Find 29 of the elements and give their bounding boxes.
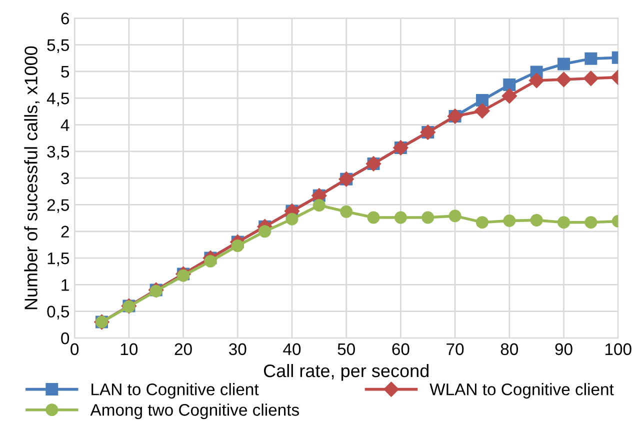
x-tick-label: 30 xyxy=(229,343,246,356)
x-axis-title: Call rate, per second xyxy=(264,364,428,381)
x-tick-label: 80 xyxy=(500,343,518,356)
y-axis-title: Number of sucessful calls, x1000 xyxy=(24,46,40,310)
y-tick-label: 4,5 xyxy=(46,92,70,106)
x-tick-label: 20 xyxy=(174,343,192,356)
x-tick-label: 70 xyxy=(446,343,464,356)
x-tick-label: 60 xyxy=(392,343,410,356)
legend-label: Among two Cognitive clients xyxy=(90,404,299,420)
y-tick-label: 3 xyxy=(61,172,69,184)
x-tick-label: 10 xyxy=(120,343,138,356)
y-tick-label: 5,5 xyxy=(47,39,70,53)
legend-label: LAN to Cognitive client xyxy=(92,383,259,399)
y-tick-label: 2,5 xyxy=(47,199,70,213)
x-tick-label: 90 xyxy=(555,343,572,356)
y-tick-label: 2 xyxy=(61,226,69,238)
y-tick-label: 3,5 xyxy=(47,146,70,160)
y-tick-label: 0,5 xyxy=(47,306,70,320)
y-tick-label: 6 xyxy=(61,12,69,24)
y-tick-label: 1 xyxy=(62,279,69,291)
y-tick-label: 5 xyxy=(61,66,70,78)
y-tick-label: 1,5 xyxy=(48,252,70,266)
y-tick-label: 4 xyxy=(60,119,70,131)
y-tick-label: 0 xyxy=(61,332,70,344)
x-tick-label: 40 xyxy=(283,343,301,356)
x-tick-label: 100 xyxy=(605,343,632,356)
x-tick-label: 50 xyxy=(338,343,355,356)
x-tick-label: 0 xyxy=(70,343,79,356)
legend-label: WLAN to Cognitive client xyxy=(430,383,614,399)
